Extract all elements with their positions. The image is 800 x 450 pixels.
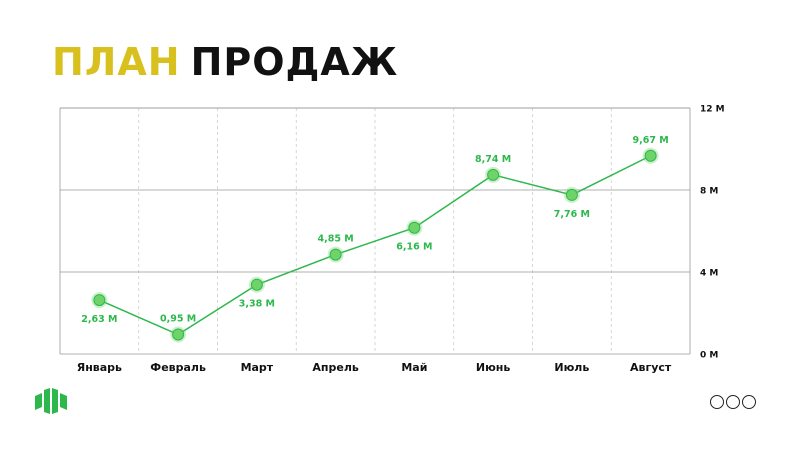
- x-tick-label: Февраль: [150, 361, 206, 374]
- data-label: 4,85 М: [318, 234, 354, 245]
- x-tick-label: Август: [630, 361, 672, 374]
- data-point: [408, 221, 421, 234]
- data-label: 9,67 М: [633, 135, 669, 146]
- data-point: [487, 168, 500, 181]
- x-tick-label: Июнь: [476, 361, 511, 374]
- x-tick-label: Январь: [77, 361, 122, 374]
- data-label: 6,16 М: [396, 242, 432, 253]
- data-label: 2,63 М: [81, 314, 117, 325]
- nav-dot[interactable]: [726, 395, 740, 409]
- data-label: 3,38 М: [239, 299, 275, 310]
- x-tick-label: Март: [241, 361, 274, 374]
- title-word-sales: ПРОДАЖ: [190, 40, 399, 84]
- slide-nav-dots: [710, 395, 756, 409]
- y-tick-label: 8 М: [700, 187, 718, 197]
- nav-dot[interactable]: [742, 395, 756, 409]
- data-label: 8,74 М: [475, 154, 511, 165]
- x-tick-label: Май: [401, 361, 427, 374]
- data-point: [93, 294, 106, 307]
- data-point: [250, 278, 263, 291]
- data-point: [565, 188, 578, 201]
- title-word-plan: ПЛАН: [52, 40, 181, 84]
- y-tick-label: 12 М: [700, 105, 725, 115]
- nav-dot[interactable]: [710, 395, 724, 409]
- data-label: 7,76 М: [554, 209, 590, 220]
- x-tick-label: Июль: [554, 361, 589, 374]
- data-point: [644, 149, 657, 162]
- x-tick-label: Апрель: [312, 361, 359, 374]
- y-tick-label: 4 М: [700, 269, 718, 279]
- y-tick-label: 0 М: [700, 351, 718, 361]
- page-title: ПЛАН ПРОДАЖ: [52, 40, 398, 84]
- data-point: [329, 248, 342, 261]
- data-point: [172, 328, 185, 341]
- series-line: [99, 155, 651, 336]
- data-label: 0,95 М: [160, 314, 196, 325]
- company-logo-icon: [35, 388, 67, 414]
